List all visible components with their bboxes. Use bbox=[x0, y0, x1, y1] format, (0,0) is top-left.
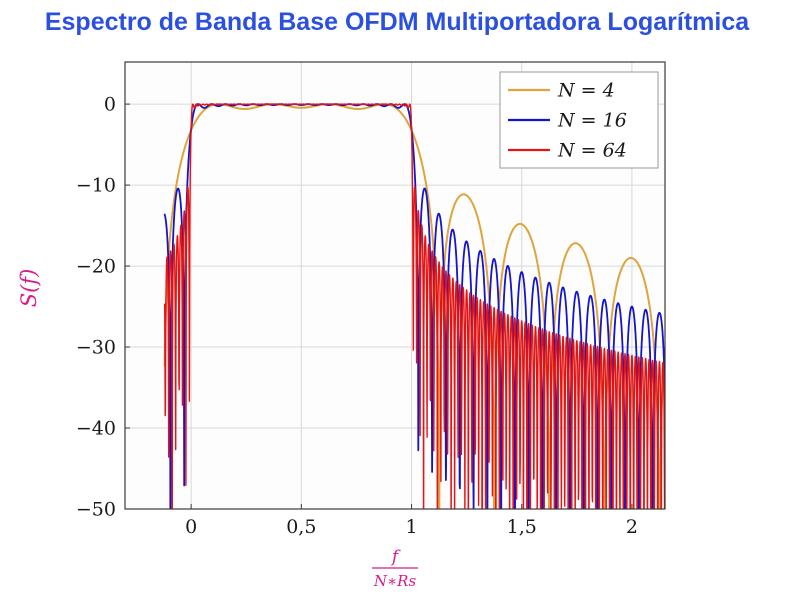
legend-label-4: N = 4 bbox=[557, 80, 615, 102]
x-tick-label: 1 bbox=[405, 516, 417, 538]
y-tick-label: 0 bbox=[104, 94, 116, 116]
series-curve-16 bbox=[163, 103, 665, 509]
x-axis-label-numerator: f bbox=[390, 547, 401, 567]
y-tick-label: −10 bbox=[76, 175, 116, 197]
x-tick-label: 1,5 bbox=[507, 516, 537, 538]
ofdm-spectrum-chart: 0 0,5 1 1,5 20−10−20−30−40−50S(f)fN∗RsN = 4N… bbox=[17, 61, 666, 590]
legend-label-16: N = 16 bbox=[557, 110, 627, 132]
series-curve-4 bbox=[163, 103, 665, 509]
x-axis-label-fraction: f N∗Rs bbox=[372, 547, 418, 590]
y-tick-label: −20 bbox=[76, 256, 116, 278]
axis-ticks bbox=[125, 103, 633, 510]
x-tick-label: 0,5 bbox=[286, 516, 316, 538]
y-tick-label: −30 bbox=[76, 337, 116, 359]
y-tick-label: −40 bbox=[76, 418, 116, 440]
x-axis-label-denominator: N∗Rs bbox=[373, 572, 417, 590]
x-tick-label: 2 bbox=[626, 516, 638, 538]
page-title: Espectro de Banda Base OFDM Multiportado… bbox=[44, 8, 750, 36]
legend-label-64: N = 64 bbox=[557, 140, 627, 162]
series-curve-64 bbox=[164, 103, 665, 509]
plot-frame bbox=[124, 61, 666, 510]
y-axis-label: S(f) bbox=[17, 269, 41, 308]
series-curves bbox=[163, 103, 665, 509]
x-tick-label: 0 bbox=[185, 516, 197, 538]
legend: N = 4 N = 16 N = 64 bbox=[499, 71, 659, 169]
y-tick-label: −50 bbox=[76, 499, 116, 521]
